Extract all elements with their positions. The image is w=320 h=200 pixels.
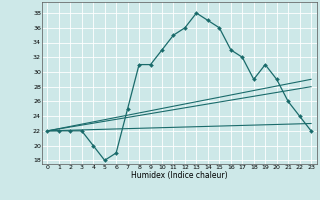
X-axis label: Humidex (Indice chaleur): Humidex (Indice chaleur) [131,171,228,180]
